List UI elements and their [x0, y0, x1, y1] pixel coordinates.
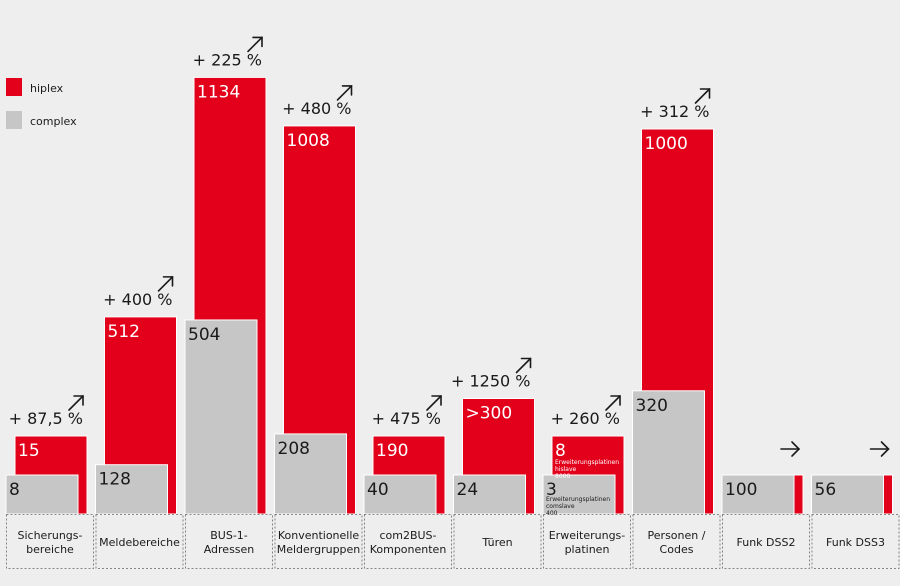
bar-group: 512 128 + 400 % [95, 276, 177, 515]
category-cell: BUS-1-Adressen [185, 514, 273, 569]
category-label: Türen [481, 536, 512, 549]
arrow-right-icon [869, 441, 890, 457]
bar-group: 190 40 + 475 % [363, 395, 446, 515]
category-label: Funk DSS2 [737, 536, 796, 549]
category-label: Codes [660, 543, 694, 556]
complex-value-label: 504 [188, 325, 220, 345]
change-label: + 1250 % [451, 372, 531, 391]
bar-group: 1000 320 + 312 % [632, 88, 714, 515]
arrow-up-right-icon [336, 85, 353, 101]
complex-bar [274, 433, 347, 515]
complex-bar [363, 474, 437, 515]
category-cell: Funk DSS2 [722, 514, 810, 569]
hiplex-value-label: 190 [376, 441, 408, 461]
category-axis: Sicherungs-bereiche Meldebereiche BUS-1-Ad… [6, 514, 900, 569]
arrow-up-right-icon [515, 357, 532, 374]
bar-group: 15 8 + 87,5 % [5, 395, 88, 515]
complex-value-label: 208 [278, 439, 310, 459]
category-cell: Erweiterungs-platinen [543, 514, 631, 569]
category-label: Konventionelle [278, 529, 360, 542]
category-label: BUS-1- [210, 529, 248, 542]
bar-group: >300 24 + 1250 % [451, 357, 535, 515]
bar-group: 83Erweiterungsplatinenhislave8000Erweite… [542, 395, 625, 517]
change-label: + 225 % [193, 50, 262, 69]
complex-bar [5, 474, 79, 515]
legend: hiplex complex [6, 78, 77, 129]
category-label: platinen [565, 543, 610, 556]
category-label: Adressen [204, 543, 255, 556]
complex-value-label: 40 [367, 480, 389, 500]
complex-sublabel: 400 [546, 510, 558, 517]
arrow-up-right-icon [694, 88, 711, 104]
hiplex-value-label: 1008 [287, 131, 330, 151]
legend-item-complex: complex [6, 111, 77, 129]
hiplex-value-label: 1134 [197, 82, 240, 102]
category-label: Komponenten [370, 543, 447, 556]
hiplex-sublabel: hislave [555, 466, 576, 473]
complex-bar [542, 474, 616, 515]
hiplex-value-label: 1000 [645, 134, 688, 154]
bar-group: 56 [811, 441, 893, 515]
category-label: Meldergruppen [277, 543, 361, 556]
category-cell: Personen /Codes [632, 514, 721, 569]
category-label: Funk DSS3 [826, 536, 885, 549]
change-label: + 260 % [551, 409, 620, 428]
bar-group: 1008 208 + 480 % [274, 85, 356, 515]
change-label: + 312 % [640, 102, 709, 121]
legend-label-hiplex: hiplex [30, 82, 64, 95]
category-label: Personen / [648, 529, 706, 542]
arrow-up-right-icon [426, 395, 442, 411]
hiplex-sublabel: 8000 [555, 473, 570, 480]
category-cell: Sicherungs-bereiche [6, 514, 94, 569]
legend-swatch-hiplex [6, 78, 22, 96]
category-cell: Meldebereiche [95, 514, 184, 569]
complex-bar [95, 464, 168, 515]
hiplex-value-label: >300 [466, 404, 513, 424]
arrow-right-icon [780, 441, 801, 457]
bar-group: 1134 504 + 225 % [184, 36, 267, 515]
complex-bar [453, 474, 526, 515]
arrow-up-right-icon [68, 395, 84, 411]
change-label: + 87,5 % [9, 409, 83, 428]
complex-value-label: 100 [725, 480, 757, 500]
change-label: + 480 % [282, 99, 351, 118]
complex-bar [811, 474, 884, 515]
category-label: bereiche [26, 543, 74, 556]
hiplex-value-label: 512 [108, 322, 140, 342]
bar-group: 100 [721, 441, 804, 515]
arrow-up-right-icon [605, 395, 621, 411]
category-label: com2BUS- [379, 529, 436, 542]
category-cell: com2BUS-Komponenten [364, 514, 452, 569]
legend-swatch-complex [6, 111, 22, 129]
legend-item-hiplex: hiplex [6, 78, 64, 96]
category-label: Meldebereiche [99, 536, 180, 549]
complex-value-label: 3 [546, 480, 557, 500]
hiplex-value-label: 15 [18, 441, 40, 461]
complex-bar [632, 390, 705, 515]
category-label: Erweiterungs- [549, 529, 626, 542]
complex-value-label: 24 [457, 480, 479, 500]
category-cell: Funk DSS3 [811, 514, 900, 569]
arrow-up-right-icon [157, 276, 174, 292]
legend-label-complex: complex [30, 115, 77, 128]
hiplex-sublabel: Erweiterungsplatinen [555, 459, 619, 466]
complex-value-label: 8 [9, 480, 20, 500]
complex-value-label: 128 [99, 470, 131, 490]
complex-bar [721, 474, 795, 515]
bar-groups: 15 8 + 87,5 % 512 128 + 400 % 1134 504 + 225 % 10… [5, 36, 893, 517]
complex-bar [184, 319, 258, 515]
complex-sublabel: Erweiterungsplatinen [546, 496, 610, 503]
category-cell: Türen [453, 514, 542, 569]
complex-value-label: 56 [815, 480, 837, 500]
change-label: + 400 % [103, 290, 172, 309]
category-label: Sicherungs- [18, 529, 83, 542]
complex-value-label: 320 [636, 396, 668, 416]
hiplex-value-label: 8 [555, 441, 566, 461]
change-label: + 475 % [372, 409, 441, 428]
complex-sublabel: comslave [546, 503, 575, 510]
arrow-up-right-icon [247, 36, 263, 53]
